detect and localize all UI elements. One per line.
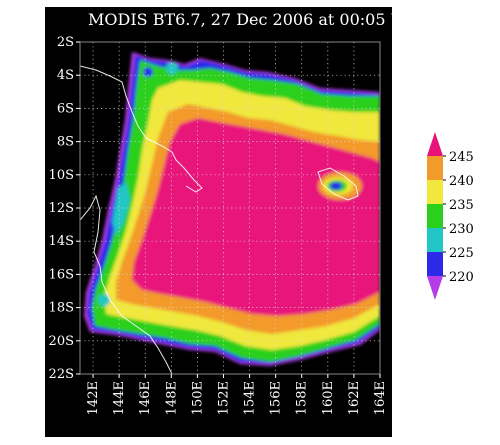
coastlines bbox=[80, 65, 359, 374]
lon-tick-label: 144E bbox=[112, 381, 127, 415]
latitude-ticks: 2S 4S 6S 8S 10S 12S 14S 16S 18S 20S 22S bbox=[49, 35, 80, 382]
lon-tick-label: 146E bbox=[138, 381, 153, 415]
lat-tick-label: 8S bbox=[57, 135, 74, 150]
colorbar-tick-label: 220 bbox=[449, 270, 474, 285]
colorbar-tick-label: 230 bbox=[449, 222, 474, 237]
lon-tick-label: 152E bbox=[216, 381, 231, 415]
lat-tick-label: 2S bbox=[57, 35, 74, 50]
colorbar-segment bbox=[427, 252, 443, 276]
lon-tick-label: 154E bbox=[243, 381, 258, 415]
field-vortex-blue bbox=[330, 182, 342, 190]
grid-lines bbox=[80, 41, 381, 375]
lat-tick-label: 16S bbox=[49, 267, 74, 282]
colorbar-segment bbox=[427, 204, 443, 228]
field-cyan-patch bbox=[112, 182, 130, 236]
colorbar-tick-label: 235 bbox=[449, 198, 474, 213]
lon-tick-label: 142E bbox=[86, 381, 101, 415]
colorbar-segment bbox=[427, 228, 443, 252]
lon-tick-label: 162E bbox=[347, 381, 362, 415]
field-speckle bbox=[143, 67, 153, 77]
colorbar-segment bbox=[427, 276, 443, 300]
lat-tick-label: 6S bbox=[57, 101, 74, 116]
lat-tick-label: 12S bbox=[49, 201, 74, 216]
lat-tick-label: 10S bbox=[49, 168, 74, 183]
lon-tick-label: 150E bbox=[190, 381, 205, 415]
field-speckle bbox=[166, 62, 178, 74]
colorbar-segment bbox=[427, 132, 443, 156]
lat-tick-label: 14S bbox=[49, 234, 74, 249]
lon-tick-label: 158E bbox=[295, 381, 310, 415]
lat-tick-label: 22S bbox=[49, 367, 74, 382]
colorbar-tick-label: 245 bbox=[449, 150, 474, 165]
coastline bbox=[80, 194, 173, 374]
colorbar: 245 240 235 230 225 220 bbox=[427, 132, 474, 300]
chart-title: MODIS BT6.7, 27 Dec 2006 at 00:05 UTC bbox=[88, 10, 427, 29]
coastline bbox=[317, 167, 359, 201]
lon-tick-label: 160E bbox=[321, 381, 336, 415]
field-speckle bbox=[98, 294, 110, 306]
longitude-ticks: 142E 144E 146E 148E 150E 152E 154E 156E 158E 160E… bbox=[86, 374, 388, 415]
coastline bbox=[80, 65, 203, 193]
lon-tick-label: 164E bbox=[373, 381, 388, 415]
field-magenta-core bbox=[132, 118, 380, 316]
lat-tick-label: 4S bbox=[57, 68, 74, 83]
brightness-temperature-field bbox=[84, 52, 380, 366]
colorbar-tick-label: 240 bbox=[449, 174, 474, 189]
colorbar-tick-label: 225 bbox=[449, 246, 474, 261]
colorbar-segment bbox=[427, 156, 443, 180]
lon-tick-label: 156E bbox=[269, 381, 284, 415]
lon-tick-label: 148E bbox=[164, 381, 179, 415]
lat-tick-label: 18S bbox=[49, 301, 74, 316]
colorbar-segment bbox=[427, 180, 443, 204]
lat-tick-label: 20S bbox=[49, 334, 74, 349]
map-area bbox=[79, 41, 381, 375]
